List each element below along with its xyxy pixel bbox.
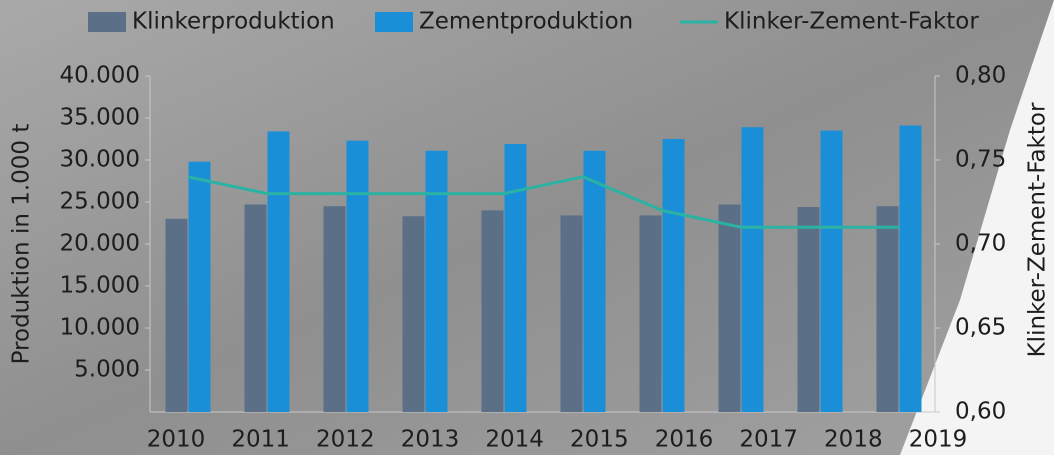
bar <box>899 125 922 412</box>
bar <box>662 139 685 412</box>
bar <box>741 127 764 413</box>
bar <box>402 216 425 412</box>
bar <box>481 210 504 412</box>
y2-axis-title: Klinker-Zement-Faktor <box>1025 102 1051 357</box>
y-tick-label: 25.000 <box>60 189 140 215</box>
y-tick-label: 30.000 <box>60 147 140 173</box>
legend-label: Klinker-Zement-Faktor <box>724 9 979 35</box>
background-wedge <box>900 0 1054 455</box>
bar <box>718 204 741 412</box>
x-tick-label: 2014 <box>485 427 544 453</box>
y2-tick-label: 0,65 <box>955 315 1006 341</box>
bar <box>188 161 211 412</box>
y2-tick-label: 0,75 <box>955 147 1006 173</box>
bar <box>876 206 899 412</box>
legend-swatch <box>88 12 126 32</box>
x-tick-label: 2017 <box>739 427 798 453</box>
y-axis-title: Produktion in 1.000 t <box>9 124 35 365</box>
legend-swatch <box>375 12 413 32</box>
bar <box>323 206 346 412</box>
y-tick-label: 20.000 <box>60 231 140 257</box>
bar <box>797 207 820 412</box>
x-tick-label: 2011 <box>231 427 290 453</box>
bar <box>165 218 188 412</box>
x-tick-label: 2013 <box>401 427 460 453</box>
legend-label: Klinkerproduktion <box>132 9 335 35</box>
bar <box>583 150 606 412</box>
bar <box>425 150 448 412</box>
bar <box>820 130 843 412</box>
y-tick-label: 35.000 <box>60 105 140 131</box>
x-tick-label: 2012 <box>316 427 375 453</box>
legend-label: Zementproduktion <box>419 9 633 35</box>
x-tick-label: 2016 <box>655 427 714 453</box>
x-tick-label: 2015 <box>570 427 629 453</box>
y-tick-label: 10.000 <box>60 315 140 341</box>
x-tick-label: 2019 <box>909 427 968 453</box>
y2-tick-label: 0,60 <box>955 399 1006 425</box>
x-tick-label: 2018 <box>824 427 883 453</box>
y2-tick-label: 0,80 <box>955 63 1006 89</box>
y-tick-label: 40.000 <box>60 63 140 89</box>
y-tick-label: 5.000 <box>74 357 140 383</box>
x-tick-label: 2010 <box>147 427 206 453</box>
factor-line <box>187 175 899 229</box>
bar <box>267 131 290 412</box>
bar <box>504 144 527 413</box>
y-tick-label: 15.000 <box>60 273 140 299</box>
bar <box>346 140 369 412</box>
y2-tick-label: 0,70 <box>955 231 1006 257</box>
bar <box>244 204 267 412</box>
bar <box>639 215 662 412</box>
bar <box>560 215 583 412</box>
